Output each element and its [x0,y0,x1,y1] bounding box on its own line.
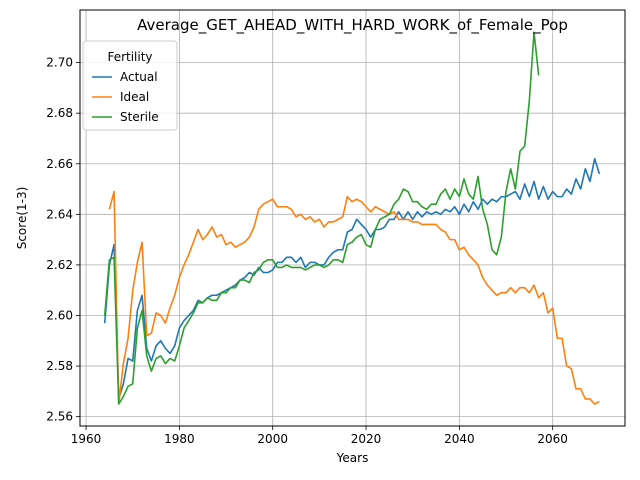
legend-label-sterile: Sterile [120,110,159,124]
x-tick-label: 2040 [444,432,475,446]
legend-label-ideal: Ideal [120,90,149,104]
series-line-ideal [108,190,600,405]
y-tick-label: 2.66 [46,157,73,171]
y-tick-label: 2.60 [46,308,73,322]
x-axis: 1960 1980 2000 2020 2040 2060 [71,426,568,446]
legend-label-actual: Actual [120,70,158,84]
y-tick-label: 2.56 [46,410,73,424]
x-tick-label: 2060 [537,432,568,446]
series-line-actual [103,157,601,400]
y-tick-label: 2.58 [46,359,73,373]
legend-box [82,40,178,131]
y-axis-label: Score(1-3) [15,187,29,250]
y-axis: 2.56 2.58 2.60 2.62 2.64 2.66 2.68 2.70 [46,56,80,424]
x-tick-label: 2020 [351,432,382,446]
x-tick-label: 2000 [257,432,288,446]
legend: Fertility Actual Ideal Sterile [82,40,178,131]
legend-title: Fertility [107,50,152,64]
y-tick-label: 2.68 [46,106,73,120]
y-tick-label: 2.64 [46,207,73,221]
y-tick-label: 2.70 [46,56,73,70]
plot-area [103,31,601,405]
axes-frame [79,9,626,427]
series-line-sterile [103,31,540,405]
grid [80,10,625,426]
x-axis-label: Years [336,451,369,465]
x-tick-label: 1980 [164,432,195,446]
y-tick-label: 2.62 [46,258,73,272]
x-tick-label: 1960 [71,432,102,446]
chart-title: Average_GET_AHEAD_WITH_HARD_WORK_of_Fema… [137,16,568,35]
